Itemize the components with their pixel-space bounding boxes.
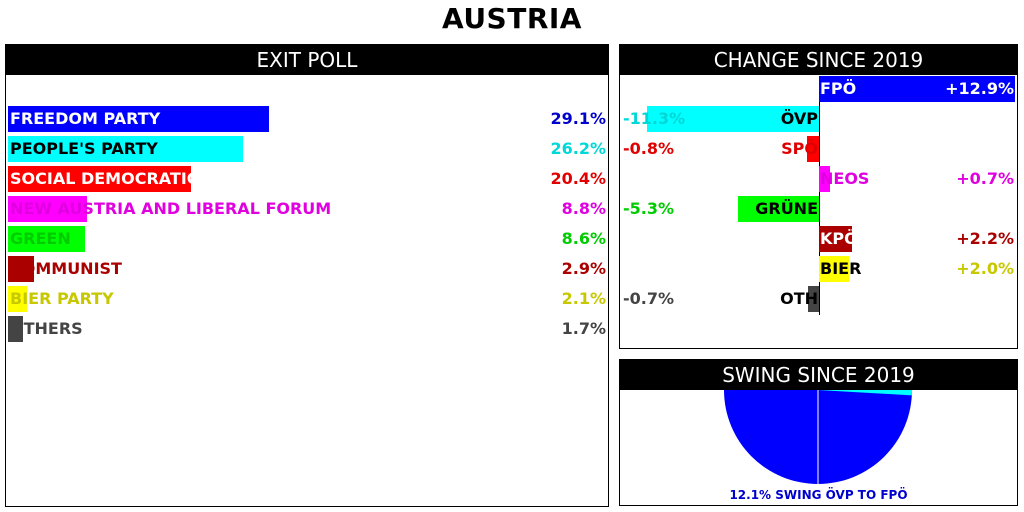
exit-poll-value-label: 2.9% <box>561 259 606 278</box>
exit-poll-bar <box>8 256 34 282</box>
change-bar <box>806 136 819 162</box>
change-value-label: +2.2% <box>956 229 1014 248</box>
change-party-label: FPÖ <box>820 79 857 98</box>
change-bar <box>647 106 819 132</box>
exit-poll-value-label: 8.6% <box>561 229 606 248</box>
exit-poll-bar <box>8 316 24 342</box>
swing-slice-from <box>818 390 912 396</box>
change-party-label: ÖVP <box>780 109 818 128</box>
exit-poll-bar <box>8 196 87 222</box>
change-bar <box>819 76 1015 102</box>
change-row: ÖVP -11.3% <box>620 106 1017 132</box>
change-value-label: +0.7% <box>956 169 1014 188</box>
change-bar <box>808 286 819 312</box>
change-zero-axis <box>819 77 820 315</box>
exit-poll-row: OTHERS 1.7% <box>8 316 606 342</box>
change-party-label: NEOS <box>820 169 870 188</box>
change-bar <box>819 166 830 192</box>
exit-poll-row: PEOPLE'S PARTY 26.2% <box>8 136 606 162</box>
change-bar <box>738 196 819 222</box>
exit-poll-value-label: 20.4% <box>550 169 606 188</box>
change-party-label: SPÖ <box>781 139 818 158</box>
change-bar <box>819 256 850 282</box>
exit-poll-value-label: 1.7% <box>561 319 606 338</box>
exit-poll-row: COMMUNIST 2.9% <box>8 256 606 282</box>
swing-title: SWING SINCE 2019 <box>620 360 1017 390</box>
change-row: BIER +2.0% <box>620 256 1017 282</box>
change-panel: CHANGE SINCE 2019 FPÖ +12.9% ÖVP -11.3% SPÖ -… <box>619 44 1018 349</box>
change-party-label: KPÖ <box>820 229 858 248</box>
exit-poll-bar <box>8 106 269 132</box>
change-row: GRÜNE -5.3% <box>620 196 1017 222</box>
exit-poll-party-label: FREEDOM PARTY <box>10 109 161 128</box>
exit-poll-bar <box>8 166 191 192</box>
change-party-label: BIER <box>820 259 862 278</box>
swing-pie <box>724 390 912 484</box>
change-row: KPÖ +2.2% <box>620 226 1017 252</box>
exit-poll-party-label: BIER PARTY <box>10 289 114 308</box>
exit-poll-row: GREEN 8.6% <box>8 226 606 252</box>
change-party-label: OTH <box>780 289 818 308</box>
exit-poll-value-label: 26.2% <box>550 139 606 158</box>
exit-poll-title: EXIT POLL <box>6 45 608 75</box>
exit-poll-row: SOCIAL DEMOCRATIC PARTY 20.4% <box>8 166 606 192</box>
change-value-label: -11.3% <box>623 109 686 128</box>
change-row: OTH -0.7% <box>620 286 1017 312</box>
exit-poll-party-label: GREEN <box>10 229 71 248</box>
exit-poll-row: BIER PARTY 2.1% <box>8 286 606 312</box>
exit-poll-bar <box>8 136 243 162</box>
exit-poll-value-label: 8.8% <box>561 199 606 218</box>
exit-poll-party-label: NEW AUSTRIA AND LIBERAL FORUM <box>10 199 332 218</box>
exit-poll-party-label: PEOPLE'S PARTY <box>10 139 158 158</box>
swing-panel: SWING SINCE 2019 12.1% SWING ÖVP TO FPÖ <box>619 359 1018 506</box>
exit-poll-row: NEW AUSTRIA AND LIBERAL FORUM 8.8% <box>8 196 606 222</box>
change-value-label: -5.3% <box>623 199 675 218</box>
change-value-label: +2.0% <box>956 259 1014 278</box>
page-title: AUSTRIA <box>442 2 582 35</box>
change-party-label: GRÜNE <box>755 199 818 218</box>
exit-poll-party-label: COMMUNIST <box>10 259 122 278</box>
exit-poll-value-label: 2.1% <box>561 289 606 308</box>
exit-poll-party-label: SOCIAL DEMOCRATIC PARTY <box>10 169 261 188</box>
change-row: FPÖ +12.9% <box>620 76 1017 102</box>
exit-poll-row: FREEDOM PARTY 29.1% <box>8 106 606 132</box>
exit-poll-panel: EXIT POLL FREEDOM PARTY 29.1% PEOPLE'S PAR… <box>5 44 609 507</box>
change-row: SPÖ -0.8% <box>620 136 1017 162</box>
exit-poll-bar <box>8 286 27 312</box>
change-value-label: +12.9% <box>945 79 1014 98</box>
change-title: CHANGE SINCE 2019 <box>620 45 1017 75</box>
change-value-label: -0.7% <box>623 289 675 308</box>
change-bar <box>819 226 853 252</box>
exit-poll-bar <box>8 226 85 252</box>
exit-poll-value-label: 29.1% <box>550 109 606 128</box>
change-value-label: -0.8% <box>623 139 675 158</box>
swing-caption: 12.1% SWING ÖVP TO FPÖ <box>729 488 908 502</box>
exit-poll-party-label: OTHERS <box>10 319 83 338</box>
change-row: NEOS +0.7% <box>620 166 1017 192</box>
